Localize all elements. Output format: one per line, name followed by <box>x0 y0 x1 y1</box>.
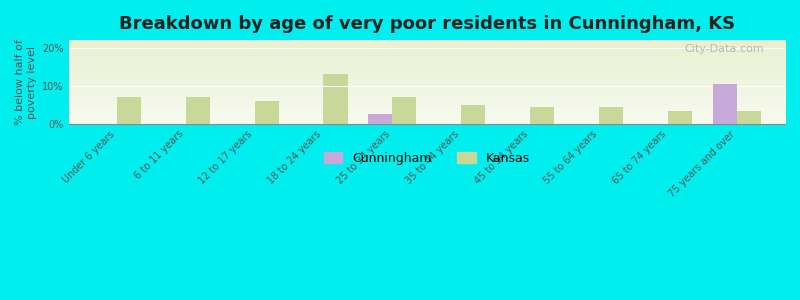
Bar <box>254 101 278 124</box>
Bar <box>599 107 623 124</box>
Bar <box>186 97 210 124</box>
Bar <box>117 97 141 124</box>
Text: City-Data.com: City-Data.com <box>684 44 763 54</box>
Bar <box>392 97 417 124</box>
Bar <box>462 105 486 124</box>
Y-axis label: % below half of
poverty level: % below half of poverty level <box>15 39 37 125</box>
Bar <box>530 107 554 124</box>
Title: Breakdown by age of very poor residents in Cunningham, KS: Breakdown by age of very poor residents … <box>118 15 735 33</box>
Legend: Cunningham, Kansas: Cunningham, Kansas <box>318 147 535 170</box>
Bar <box>737 111 761 124</box>
Bar <box>713 84 737 124</box>
Bar <box>323 74 347 124</box>
Bar <box>368 115 392 124</box>
Bar <box>668 111 692 124</box>
